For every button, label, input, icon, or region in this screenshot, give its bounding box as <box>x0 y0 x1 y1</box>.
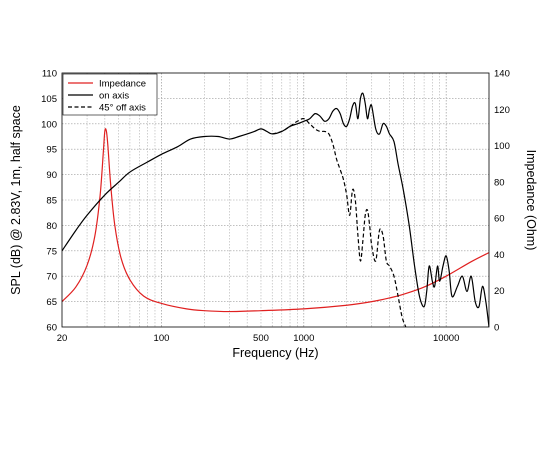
x-axis-label: Frequency (Hz) <box>232 346 318 360</box>
y2-axis-ticks: 0 20 40 60 80 100 120 140 <box>494 69 510 334</box>
y2-axis-label: Impedance (Ohm) <box>524 150 538 251</box>
y2-tick-0: 0 <box>494 323 499 334</box>
x-tick-500: 500 <box>253 333 269 344</box>
y-tick-60: 60 <box>46 323 57 334</box>
y2-tick-40: 40 <box>494 250 505 261</box>
y-tick-80: 80 <box>46 221 57 232</box>
x-tick-1000: 1000 <box>293 333 314 344</box>
x-axis-ticks: 20 100 500 1000 10000 <box>57 333 460 344</box>
y2-tick-120: 120 <box>494 105 510 116</box>
legend-label-off-axis: 45° off axis <box>99 103 146 114</box>
x-tick-10000: 10000 <box>433 333 459 344</box>
series-line-45-off-axis <box>272 118 407 327</box>
legend: Impedance on axis 45° off axis <box>62 73 158 116</box>
y2-tick-60: 60 <box>494 214 505 225</box>
y-tick-95: 95 <box>46 145 57 156</box>
series-lines <box>62 92 489 327</box>
plot-frame <box>61 72 490 328</box>
x-tick-20: 20 <box>57 333 68 344</box>
y2-tick-20: 20 <box>494 286 505 297</box>
legend-label-on-axis: on axis <box>99 91 129 102</box>
y2-tick-80: 80 <box>494 177 505 188</box>
y-axis-ticks: 60 65 70 75 80 85 90 95 100 105 110 <box>41 69 57 334</box>
y2-tick-140: 140 <box>494 69 510 80</box>
y-tick-100: 100 <box>41 119 57 130</box>
y-axis-label: SPL (dB) @ 2.83V, 1m, half space <box>9 105 23 295</box>
y2-tick-100: 100 <box>494 141 510 152</box>
y-tick-90: 90 <box>46 170 57 181</box>
y-tick-65: 65 <box>46 297 57 308</box>
series-line-on-axis <box>62 92 489 327</box>
y-tick-110: 110 <box>42 69 57 80</box>
series-line-impedance <box>62 128 489 313</box>
y-tick-85: 85 <box>46 196 57 207</box>
legend-label-impedance: Impedance <box>99 79 146 90</box>
x-tick-100: 100 <box>154 333 170 344</box>
y-tick-75: 75 <box>46 246 57 257</box>
grid-lines <box>62 73 489 327</box>
y-tick-105: 105 <box>41 94 57 105</box>
y-tick-70: 70 <box>46 272 57 283</box>
